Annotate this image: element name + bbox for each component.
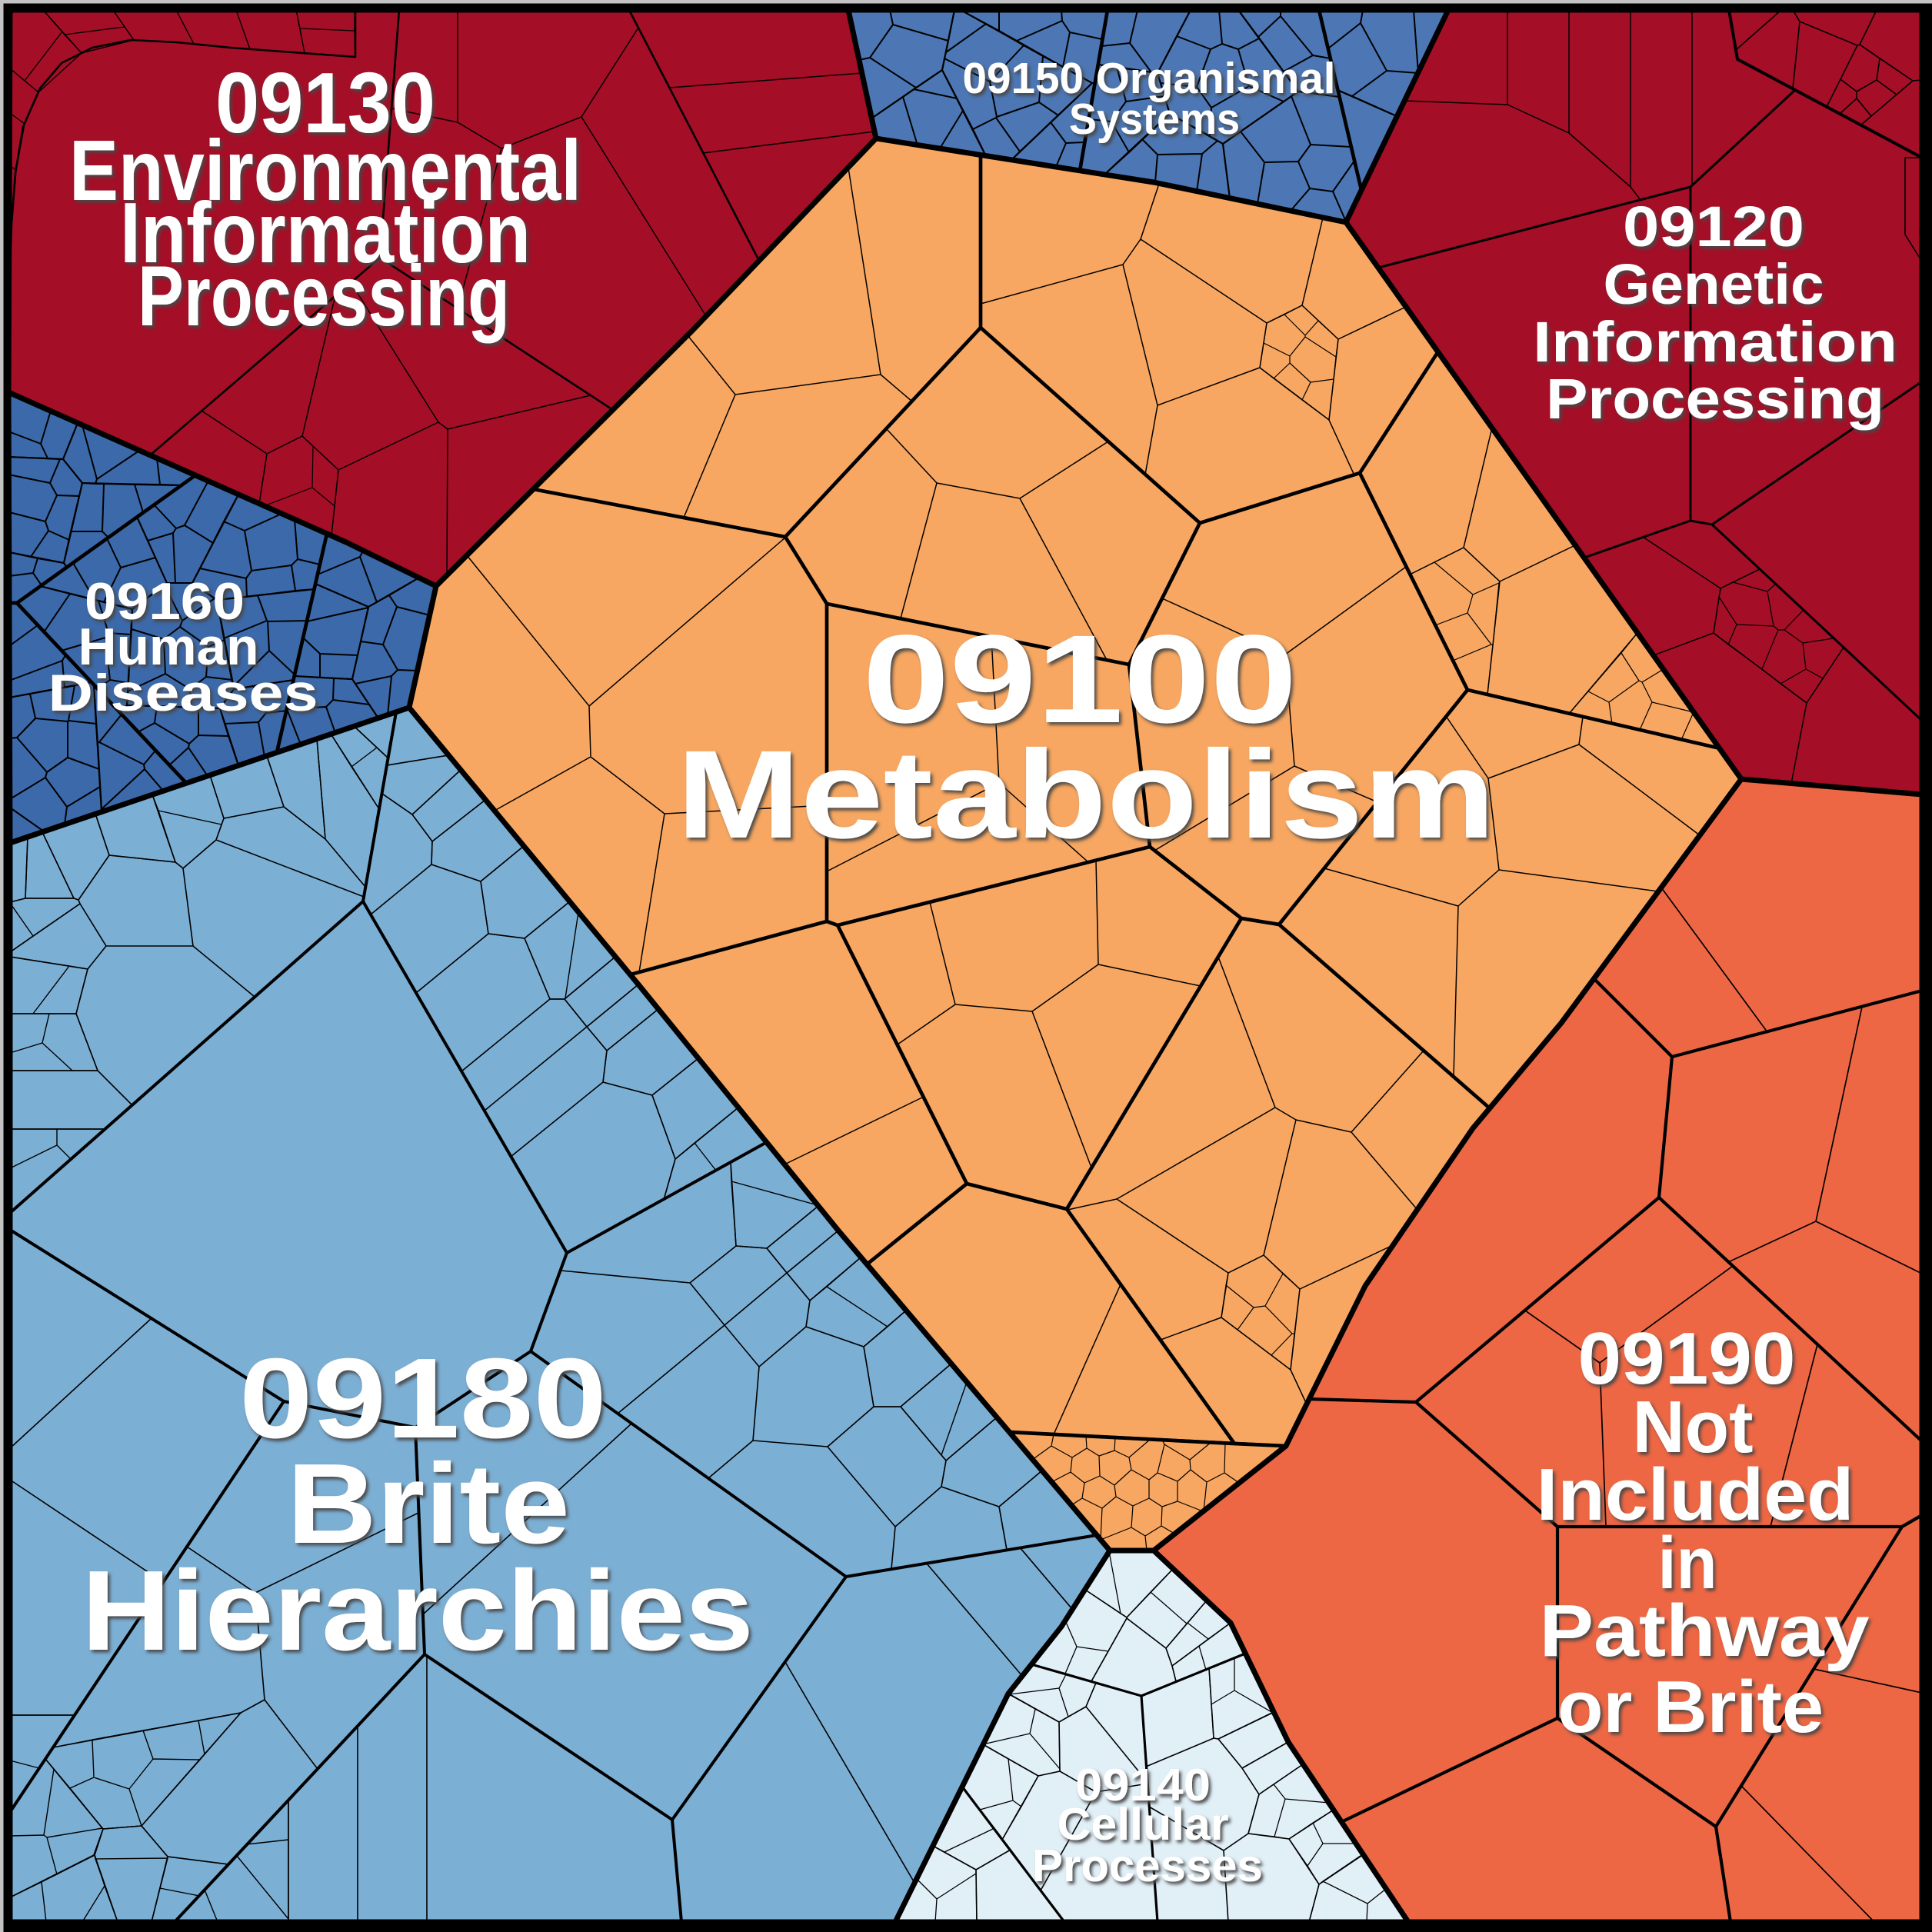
svg-text:Metabolism: Metabolism [677, 724, 1496, 864]
svg-text:Genetic: Genetic [1604, 252, 1824, 316]
svg-text:Diseases: Diseases [48, 664, 318, 722]
svg-text:Information: Information [1533, 310, 1897, 374]
svg-text:Processes: Processes [1032, 1840, 1263, 1891]
svg-text:09150 Organismal: 09150 Organismal [963, 54, 1336, 103]
svg-text:09100: 09100 [863, 608, 1297, 749]
svg-text:Human: Human [78, 618, 259, 676]
svg-text:Environmental: Environmental [69, 123, 581, 218]
svg-text:09180: 09180 [239, 1335, 607, 1462]
svg-text:09120: 09120 [1623, 195, 1804, 258]
svg-text:Processing: Processing [138, 248, 510, 344]
svg-text:or Brite: or Brite [1557, 1666, 1824, 1748]
svg-text:09130: 09130 [215, 55, 435, 151]
svg-text:09160: 09160 [85, 572, 245, 631]
svg-text:Not: Not [1633, 1386, 1754, 1468]
svg-text:Systems: Systems [1069, 95, 1240, 144]
svg-text:Processing: Processing [1546, 367, 1884, 431]
svg-text:Cellular: Cellular [1058, 1799, 1229, 1850]
svg-text:Hierarchies: Hierarchies [82, 1547, 754, 1674]
svg-text:Included: Included [1537, 1454, 1854, 1536]
svg-text:Information: Information [120, 185, 531, 281]
svg-text:09140: 09140 [1075, 1760, 1211, 1810]
svg-text:Pathway: Pathway [1540, 1590, 1870, 1672]
svg-text:09190: 09190 [1578, 1317, 1796, 1400]
svg-text:Brite: Brite [287, 1441, 570, 1567]
svg-text:in: in [1658, 1522, 1717, 1604]
